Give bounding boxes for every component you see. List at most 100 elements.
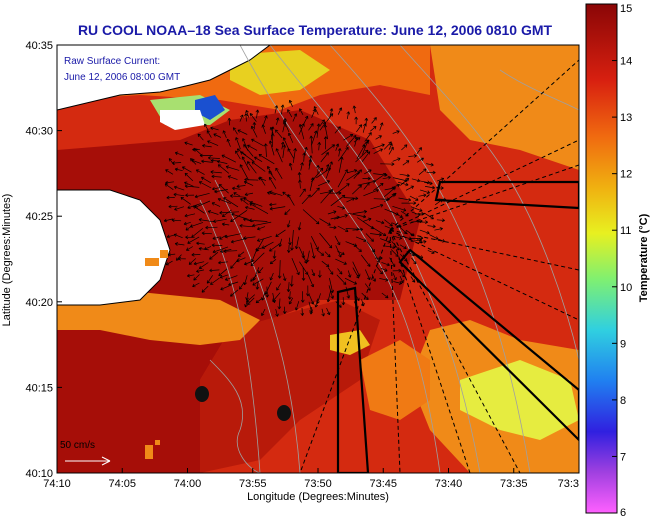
- current-vector: [310, 187, 320, 198]
- current-vector: [212, 236, 220, 240]
- current-vector: [259, 176, 266, 186]
- current-vector: [235, 137, 241, 150]
- current-vector: [364, 269, 371, 281]
- current-vector: [193, 274, 200, 281]
- current-vector: [243, 217, 254, 223]
- current-vector: [352, 227, 364, 232]
- current-vector: [361, 299, 365, 307]
- current-vector: [272, 292, 281, 302]
- current-vector: [181, 166, 192, 173]
- current-vector: [241, 156, 250, 171]
- current-vector: [424, 212, 434, 220]
- current-vector: [212, 186, 220, 191]
- current-vector: [390, 249, 399, 257]
- current-vector: [164, 183, 174, 190]
- current-vector: [261, 308, 266, 316]
- current-vector: [391, 241, 400, 251]
- current-vector: [384, 225, 394, 231]
- current-vector: [309, 135, 314, 154]
- current-vector: [212, 218, 227, 224]
- current-vector: [371, 274, 376, 282]
- current-vector: [239, 114, 244, 122]
- current-vector: [326, 290, 331, 303]
- current-vector: [405, 185, 414, 191]
- current-vector: [325, 164, 330, 172]
- current-vector: [253, 156, 263, 163]
- x-tick-label: 73:35: [500, 478, 528, 490]
- current-vector: [405, 229, 415, 237]
- y-tick-label: 40:20: [25, 297, 53, 309]
- current-vector: [178, 256, 186, 261]
- current-vector: [255, 298, 263, 304]
- current-vector: [337, 268, 343, 275]
- current-vector: [209, 252, 219, 260]
- current-vector: [311, 130, 318, 146]
- current-vector: [399, 275, 404, 284]
- current-vector: [191, 228, 204, 238]
- current-vector: [363, 188, 379, 197]
- current-vector: [240, 198, 249, 205]
- current-vector: [222, 130, 227, 139]
- current-vector: [183, 221, 191, 226]
- current-vector: [194, 148, 203, 156]
- current-vector: [239, 282, 245, 290]
- current-vector: [355, 236, 367, 242]
- colorbar-ticks: 15 14 13 12 11 10 9 8 7 6: [612, 3, 632, 519]
- current-vector: [173, 185, 185, 191]
- current-vector: [391, 183, 400, 189]
- current-vector: [372, 182, 384, 191]
- current-vector: [210, 170, 222, 174]
- current-vector: [344, 277, 357, 285]
- current-vector: [269, 206, 286, 211]
- current-vector: [361, 292, 369, 300]
- current-vector: [261, 241, 274, 249]
- current-vector: [352, 243, 362, 253]
- current-vector: [418, 193, 427, 198]
- y-tick-label: 40:15: [25, 382, 53, 394]
- current-vector: [191, 159, 202, 164]
- current-vector: [198, 262, 209, 269]
- current-vector: [300, 307, 305, 316]
- current-vector: [301, 251, 306, 259]
- current-vector: [316, 123, 321, 138]
- current-vector: [221, 209, 232, 217]
- current-vector: [371, 226, 387, 237]
- current-vector: [299, 188, 306, 198]
- current-vector: [341, 297, 346, 306]
- current-vector: [265, 286, 270, 298]
- x-tick-label: 73:50: [304, 478, 332, 490]
- current-vector: [374, 256, 383, 260]
- x-tick-label: 74:00: [174, 478, 202, 490]
- current-vector: [171, 218, 182, 223]
- current-vector: [286, 244, 291, 253]
- current-vector: [407, 270, 415, 276]
- current-vector: [173, 192, 185, 197]
- current-vector: [277, 260, 282, 279]
- current-vector: [399, 173, 410, 178]
- current-vector: [338, 156, 344, 173]
- current-vector: [184, 181, 194, 187]
- current-vector: [240, 151, 255, 162]
- current-vector: [364, 283, 371, 291]
- current-vector: [228, 281, 239, 287]
- current-vector: [410, 206, 423, 212]
- current-vector: [375, 220, 385, 225]
- current-vector: [418, 168, 427, 175]
- current-vector: [379, 278, 389, 282]
- current-vector: [313, 106, 319, 115]
- current-vector: [219, 210, 240, 215]
- current-vector: [317, 141, 322, 151]
- current-vector: [329, 225, 337, 230]
- current-vector: [354, 292, 360, 302]
- current-vector: [375, 265, 383, 275]
- current-vector: [249, 200, 263, 207]
- current-vector: [267, 165, 273, 175]
- current-vector: [411, 257, 417, 265]
- current-vector: [324, 251, 331, 258]
- current-vector: [168, 204, 178, 209]
- current-vector: [347, 212, 367, 219]
- current-vector: [308, 294, 315, 305]
- current-vector: [370, 203, 384, 210]
- current-vector: [217, 197, 232, 205]
